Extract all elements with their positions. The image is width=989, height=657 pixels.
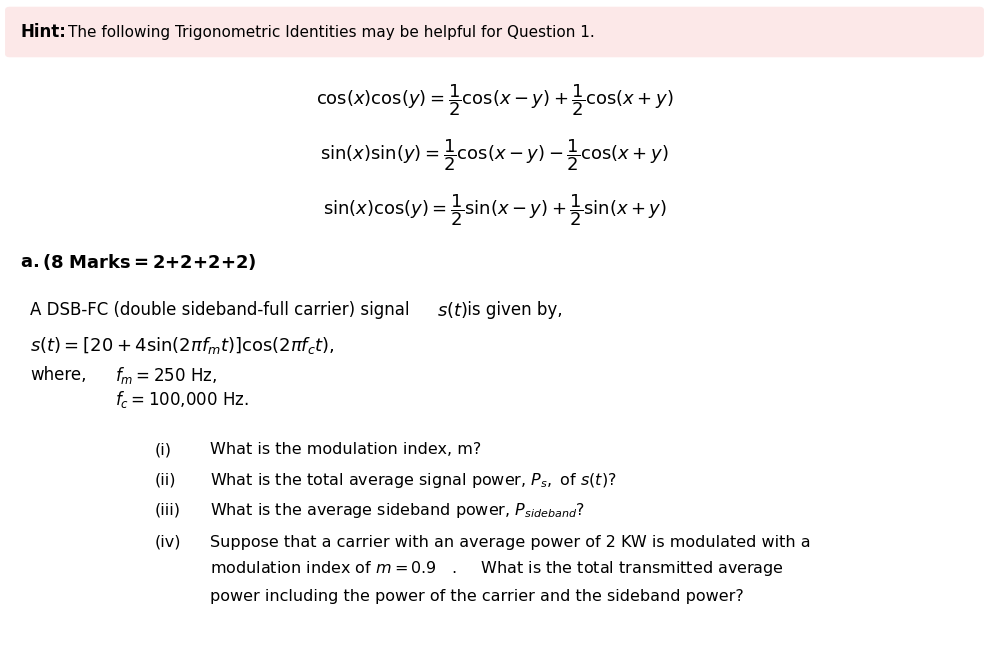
Text: $s(t)=\left[20+4\sin(2\pi f_m t)\right]\cos(2\pi f_c t),$: $s(t)=\left[20+4\sin(2\pi f_m t)\right]\… [30,334,335,355]
Text: $\sin(x)\cos(y)=\dfrac{1}{2}\sin(x-y)+\dfrac{1}{2}\sin(x+y)$: $\sin(x)\cos(y)=\dfrac{1}{2}\sin(x-y)+\d… [322,193,667,228]
Text: $f_m = 250\ \mathrm{Hz},$: $f_m = 250\ \mathrm{Hz},$ [115,365,218,386]
FancyBboxPatch shape [5,7,984,57]
Text: (i): (i) [155,443,172,457]
Text: $\mathbf{(8\ Marks{=}2{+}2{+}2{+}2)}$: $\mathbf{(8\ Marks{=}2{+}2{+}2{+}2)}$ [42,252,256,272]
Text: $\mathbf{a.}$: $\mathbf{a.}$ [20,253,40,271]
Text: (iv): (iv) [155,535,182,549]
Text: Suppose that a carrier with an average power of 2 KW is modulated with a: Suppose that a carrier with an average p… [210,535,811,549]
Text: modulation index of $m=0.9\quad.\quad$ What is the total transmitted average: modulation index of $m=0.9\quad.\quad$ W… [210,560,784,579]
Text: $f_c = 100{,}000\ \mathrm{Hz}.$: $f_c = 100{,}000\ \mathrm{Hz}.$ [115,390,249,411]
Text: where,: where, [30,366,86,384]
Text: The following Trigonometric Identities may be helpful for Question 1.: The following Trigonometric Identities m… [68,24,594,39]
Text: is given by,: is given by, [462,301,563,319]
Text: $s(t)$: $s(t)$ [437,300,468,320]
Text: power including the power of the carrier and the sideband power?: power including the power of the carrier… [210,589,744,604]
Text: $\cos(x)\cos(y)=\dfrac{1}{2}\cos(x-y)+\dfrac{1}{2}\cos(x+y)$: $\cos(x)\cos(y)=\dfrac{1}{2}\cos(x-y)+\d… [315,82,674,118]
Text: (ii): (ii) [155,472,176,487]
Text: What is the total average signal power, $P_s,$ of $s(t)$?: What is the total average signal power, … [210,470,617,489]
Text: (iii): (iii) [155,503,181,518]
Text: Hint:: Hint: [20,23,66,41]
Text: What is the average sideband power, $P_{\mathit{sideband}}$?: What is the average sideband power, $P_{… [210,501,585,520]
Text: $\sin(x)\sin(y)=\dfrac{1}{2}\cos(x-y)-\dfrac{1}{2}\cos(x+y)$: $\sin(x)\sin(y)=\dfrac{1}{2}\cos(x-y)-\d… [320,137,669,173]
Text: A DSB-FC (double sideband-full carrier) signal: A DSB-FC (double sideband-full carrier) … [30,301,414,319]
Text: What is the modulation index, m?: What is the modulation index, m? [210,443,482,457]
